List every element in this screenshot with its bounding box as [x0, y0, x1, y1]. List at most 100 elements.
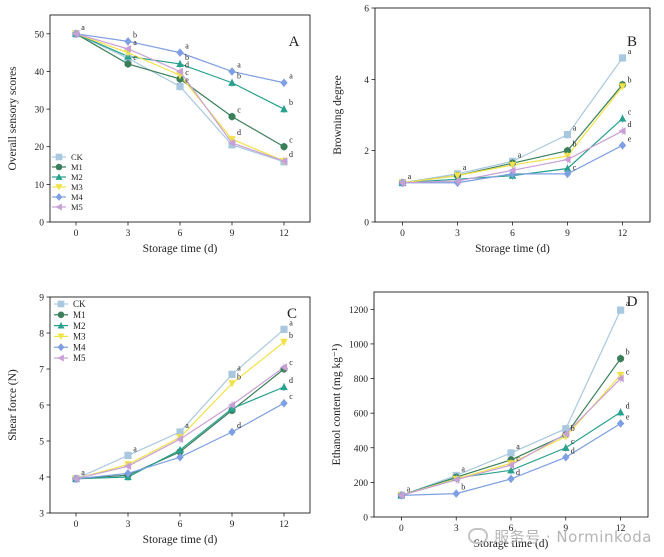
data-point-m4	[507, 474, 515, 484]
data-point-m5	[616, 374, 624, 383]
significance-letter: a	[81, 468, 85, 477]
data-point-m4	[176, 48, 184, 57]
data-point-m4	[280, 78, 288, 87]
significance-letter: a	[407, 484, 411, 493]
significance-letter: a	[237, 60, 241, 69]
data-point-m5	[398, 178, 406, 187]
legend-marker-ck	[57, 300, 65, 308]
data-point-m4	[228, 427, 236, 437]
data-point-m5	[397, 491, 405, 500]
significance-letter: a	[237, 363, 241, 372]
legend-marker-m3	[57, 333, 65, 341]
y-tick-label: 1200	[349, 306, 368, 316]
y-tick-label: 6	[364, 5, 369, 15]
x-tick-label: 6	[509, 524, 514, 534]
y-tick-label: 200	[354, 479, 369, 489]
significance-letter: d	[289, 376, 293, 385]
significance-letter: d	[516, 468, 520, 477]
data-point-m5	[453, 177, 461, 185]
y-tick-label: 8	[39, 330, 44, 340]
x-tick-label: 12	[618, 229, 628, 239]
significance-letter: b	[628, 75, 632, 84]
data-point-m5	[124, 45, 132, 53]
y-tick-label: 3	[39, 510, 44, 520]
y-axis-title: Browning degree	[332, 75, 344, 155]
significance-letter: c	[516, 454, 520, 463]
significance-letter: a	[518, 150, 522, 159]
plot-frame	[49, 14, 311, 223]
significance-letter: b	[461, 483, 465, 492]
y-axis-title: Ethanol content (mg kg⁻¹)	[331, 344, 343, 466]
significance-letter: c	[573, 163, 577, 172]
legend-label: M2	[73, 321, 86, 331]
data-point-m4	[124, 469, 132, 478]
significance-letter: b	[237, 72, 241, 81]
significance-letter: b	[626, 348, 630, 357]
data-point-m2	[618, 114, 627, 122]
panel-label: B	[627, 34, 637, 50]
x-tick-label: 12	[279, 520, 289, 530]
legend-label: M3	[71, 182, 83, 192]
data-point-m3	[618, 83, 627, 91]
significance-letter: b	[185, 53, 189, 62]
significance-letter: c	[289, 392, 293, 401]
significance-letter: d	[185, 60, 189, 69]
y-tick-label: 800	[354, 375, 369, 385]
data-point-m1	[616, 355, 625, 363]
significance-letter: a	[463, 163, 467, 172]
x-tick-label: 3	[454, 524, 459, 534]
watermark: 服务号 · Norminkoda	[468, 526, 652, 547]
data-point-m5	[228, 401, 236, 409]
y-axis-title: Shear force (N)	[7, 369, 19, 441]
data-point-ck	[616, 306, 625, 314]
y-tick-label: 30	[35, 106, 45, 116]
data-point-m5	[176, 435, 184, 444]
data-point-m5	[280, 363, 288, 372]
data-point-m4	[618, 141, 627, 150]
legend-label: M3	[73, 332, 86, 342]
x-tick-label: 0	[74, 520, 79, 530]
legend-marker-m1	[55, 163, 63, 171]
data-point-ck	[563, 131, 572, 139]
data-point-m5	[176, 67, 184, 76]
significance-letter: a	[81, 23, 85, 32]
x-tick-label: 12	[279, 229, 289, 239]
data-point-ck	[280, 325, 288, 334]
significance-letter: a	[185, 421, 189, 430]
x-tick-label: 12	[616, 524, 626, 534]
significance-letter: d	[289, 150, 293, 159]
data-point-m2	[280, 383, 288, 391]
data-point-m4	[176, 452, 184, 462]
significance-letter: b	[237, 372, 241, 381]
panel-label: C	[287, 306, 297, 322]
legend-marker-m4	[57, 343, 65, 352]
data-point-m2	[228, 78, 236, 86]
x-tick-label: 9	[230, 229, 235, 239]
data-point-m1	[124, 60, 132, 68]
legend-marker-m2	[55, 173, 63, 180]
y-tick-label: 0	[364, 219, 369, 229]
data-point-m3	[508, 161, 517, 169]
x-tick-label: 9	[565, 229, 570, 239]
y-tick-label: 7	[39, 366, 44, 376]
data-point-m1	[280, 143, 288, 151]
series-line-m5	[75, 366, 285, 480]
panel-b: 0 2 4 6 0 3 6 9 12 Storage time (d) Browning degre…	[332, 5, 651, 255]
data-point-m2	[280, 105, 288, 113]
data-point-m3	[453, 172, 462, 180]
y-tick-label: 9	[39, 294, 44, 304]
y-tick-label: 4	[364, 76, 369, 86]
plot-frame	[373, 291, 649, 518]
significance-letter: c	[289, 358, 293, 367]
legend-marker-ck	[55, 153, 63, 161]
panel-label: D	[627, 294, 638, 310]
data-point-m5	[452, 475, 460, 484]
data-point-m5	[228, 139, 236, 147]
significance-letter: a	[408, 172, 412, 181]
significance-letter: a	[626, 299, 630, 308]
y-tick-label: 1000	[349, 340, 368, 350]
plot-frame	[374, 7, 651, 223]
